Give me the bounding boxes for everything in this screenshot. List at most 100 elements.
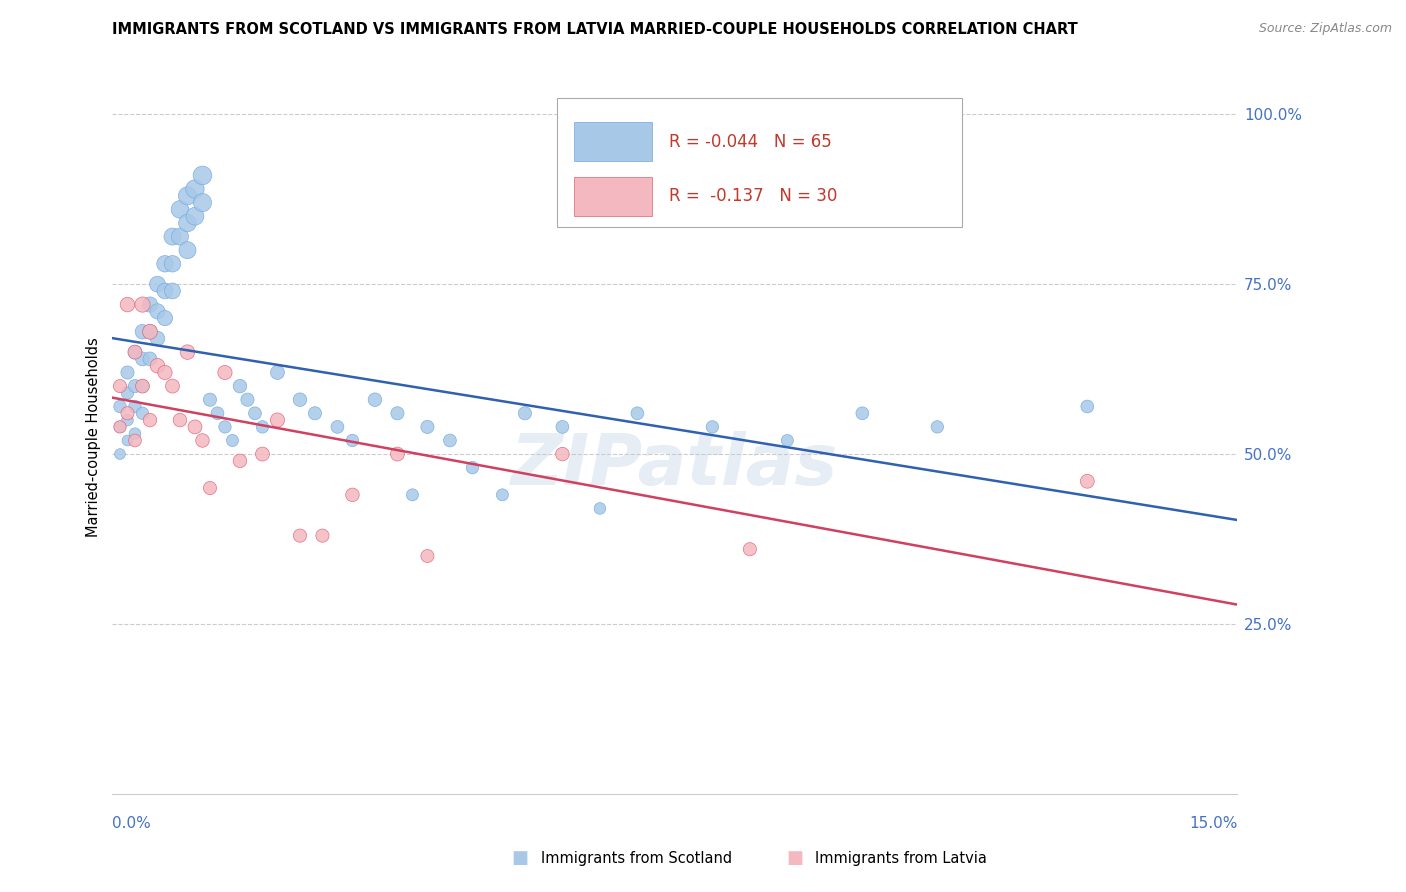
Point: [124, 400, 146, 414]
Point: [146, 304, 169, 318]
Point: [243, 406, 266, 420]
Point: [416, 549, 439, 563]
Point: [117, 366, 139, 380]
Point: [266, 366, 288, 380]
Point: [589, 501, 612, 516]
Point: [117, 434, 139, 448]
Point: [176, 216, 198, 230]
Point: [176, 345, 198, 359]
Point: [117, 413, 139, 427]
Point: [139, 413, 162, 427]
Point: [252, 420, 274, 434]
Point: [387, 406, 409, 420]
Point: [491, 488, 513, 502]
Point: [214, 366, 236, 380]
Point: [108, 447, 131, 461]
Point: [207, 406, 229, 420]
Point: [184, 182, 207, 196]
Point: [461, 460, 484, 475]
Point: [146, 277, 169, 292]
Text: 0.0%: 0.0%: [112, 816, 152, 831]
Point: [342, 488, 364, 502]
Point: [108, 420, 131, 434]
Point: [124, 426, 146, 441]
Point: [153, 257, 176, 271]
Text: R = -0.044   N = 65: R = -0.044 N = 65: [669, 133, 832, 151]
Point: [288, 392, 311, 407]
Point: [252, 447, 274, 461]
Point: [416, 420, 439, 434]
Text: IMMIGRANTS FROM SCOTLAND VS IMMIGRANTS FROM LATVIA MARRIED-COUPLE HOUSEHOLDS COR: IMMIGRANTS FROM SCOTLAND VS IMMIGRANTS F…: [112, 22, 1078, 37]
Point: [169, 413, 191, 427]
Point: [162, 379, 184, 393]
Point: [131, 406, 153, 420]
Point: [191, 195, 214, 210]
Point: [176, 189, 198, 203]
Bar: [574, 177, 652, 216]
Point: [117, 297, 139, 311]
Point: [131, 379, 153, 393]
Point: [117, 406, 139, 420]
Point: [221, 434, 243, 448]
Point: [176, 243, 198, 257]
Text: Immigrants from Scotland: Immigrants from Scotland: [541, 851, 733, 865]
Point: [184, 420, 207, 434]
Point: [342, 434, 364, 448]
Point: [304, 406, 326, 420]
Point: [131, 325, 153, 339]
Point: [626, 406, 648, 420]
Point: [551, 420, 574, 434]
Point: [139, 325, 162, 339]
Point: [702, 420, 724, 434]
Point: [124, 434, 146, 448]
Point: [108, 400, 131, 414]
Text: ■: ■: [786, 849, 803, 867]
Point: [131, 351, 153, 366]
Bar: [574, 122, 652, 161]
Point: [108, 379, 131, 393]
Point: [311, 528, 333, 542]
Point: [139, 351, 162, 366]
Point: [117, 385, 139, 400]
Point: [738, 542, 761, 557]
Point: [191, 169, 214, 183]
Text: ■: ■: [512, 849, 529, 867]
Point: [153, 366, 176, 380]
Point: [214, 420, 236, 434]
Point: [139, 297, 162, 311]
Text: Source: ZipAtlas.com: Source: ZipAtlas.com: [1258, 22, 1392, 36]
Point: [266, 413, 288, 427]
Point: [229, 454, 252, 468]
Point: [146, 332, 169, 346]
Point: [124, 379, 146, 393]
Point: [198, 392, 221, 407]
Point: [153, 311, 176, 326]
Point: [131, 297, 153, 311]
Point: [776, 434, 799, 448]
Point: [124, 345, 146, 359]
Point: [288, 528, 311, 542]
Point: [169, 202, 191, 217]
Point: [551, 447, 574, 461]
Text: R =  -0.137   N = 30: R = -0.137 N = 30: [669, 187, 838, 205]
Point: [191, 434, 214, 448]
Point: [162, 229, 184, 244]
Point: [1076, 475, 1098, 489]
Point: [108, 420, 131, 434]
Point: [326, 420, 349, 434]
Point: [162, 257, 184, 271]
Point: [236, 392, 259, 407]
Point: [229, 379, 252, 393]
Point: [513, 406, 536, 420]
Point: [162, 284, 184, 298]
Text: Immigrants from Latvia: Immigrants from Latvia: [815, 851, 987, 865]
Point: [131, 379, 153, 393]
FancyBboxPatch shape: [557, 98, 962, 227]
Point: [184, 209, 207, 223]
Point: [198, 481, 221, 495]
Text: ZIPatlas: ZIPatlas: [512, 431, 838, 500]
Point: [364, 392, 387, 407]
Point: [139, 325, 162, 339]
Y-axis label: Married-couple Households: Married-couple Households: [86, 337, 101, 537]
Point: [439, 434, 461, 448]
